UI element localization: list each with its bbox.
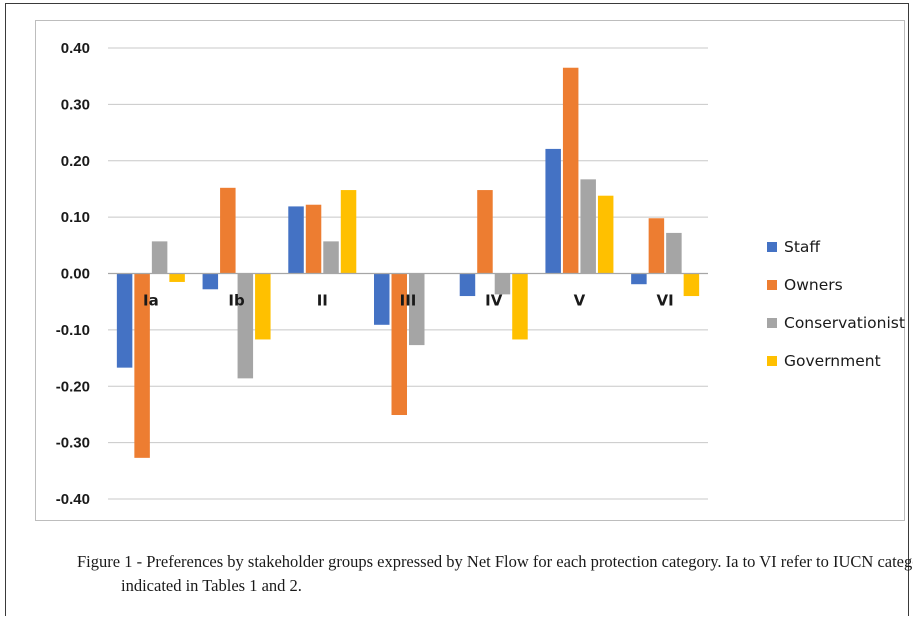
y-tick-label: 0.00 xyxy=(61,266,90,283)
y-tick-label: -0.20 xyxy=(56,378,90,395)
bar-conservationist-ib xyxy=(238,274,254,379)
x-category-label: V xyxy=(574,292,586,310)
y-tick-label: 0.20 xyxy=(61,153,90,170)
y-tick-label: 0.30 xyxy=(61,96,90,113)
bar-staff-ia xyxy=(117,274,133,368)
bar-government-iv xyxy=(512,274,528,340)
y-tick-label: -0.30 xyxy=(56,435,90,452)
bar-staff-iv xyxy=(460,274,476,297)
figure-caption: Figure 1 - Preferences by stakeholder gr… xyxy=(77,550,913,598)
y-tick-label: -0.10 xyxy=(56,322,90,339)
y-tick-label: -0.40 xyxy=(56,491,90,508)
x-category-label: Ib xyxy=(228,292,245,310)
x-category-label: III xyxy=(400,292,417,310)
bar-government-ia xyxy=(169,274,185,282)
x-category-label: II xyxy=(317,292,328,310)
bar-conservationist-vi xyxy=(666,233,682,274)
legend-label: Owners xyxy=(784,276,843,294)
legend-item-conservationist: Conservationist xyxy=(767,304,905,342)
x-category-label: Ia xyxy=(143,292,159,310)
legend-label: Staff xyxy=(784,238,820,256)
legend-label: Conservationist xyxy=(784,314,905,332)
bar-owners-vi xyxy=(649,218,665,273)
bar-government-vi xyxy=(684,274,700,297)
legend-swatch xyxy=(767,280,777,290)
bar-staff-v xyxy=(545,149,561,274)
legend-swatch xyxy=(767,242,777,252)
legend-swatch xyxy=(767,356,777,366)
bar-owners-iv xyxy=(477,190,493,273)
legend-label: Government xyxy=(784,352,881,370)
bar-owners-ii xyxy=(306,205,322,274)
bar-government-ib xyxy=(255,274,270,340)
bar-staff-iii xyxy=(374,274,390,325)
bar-government-ii xyxy=(341,190,357,273)
chart-area: 0.40 0.30 0.20 0.10 0.00 -0.10 -0.20 -0.30 -0.40… xyxy=(35,20,905,521)
bar-government-v xyxy=(598,196,614,274)
legend-item-staff: Staff xyxy=(767,228,905,266)
bar-conservationist-ia xyxy=(152,241,168,273)
legend: Staff Owners Conservationist Government xyxy=(767,228,905,380)
legend-item-government: Government xyxy=(767,342,905,380)
bar-owners-ib xyxy=(220,188,236,274)
bars xyxy=(117,68,699,458)
legend-item-owners: Owners xyxy=(767,266,905,304)
bar-conservationist-v xyxy=(580,179,596,273)
bar-conservationist-ii xyxy=(323,241,339,273)
bar-staff-ib xyxy=(203,274,219,290)
x-category-label: IV xyxy=(485,292,503,310)
bar-staff-vi xyxy=(631,274,647,285)
y-tick-label: 0.40 xyxy=(61,40,90,57)
x-category-label: VI xyxy=(657,292,674,310)
y-tick-label: 0.10 xyxy=(61,209,90,226)
legend-swatch xyxy=(767,318,777,328)
bar-staff-ii xyxy=(288,206,304,273)
bar-owners-v xyxy=(563,68,579,274)
